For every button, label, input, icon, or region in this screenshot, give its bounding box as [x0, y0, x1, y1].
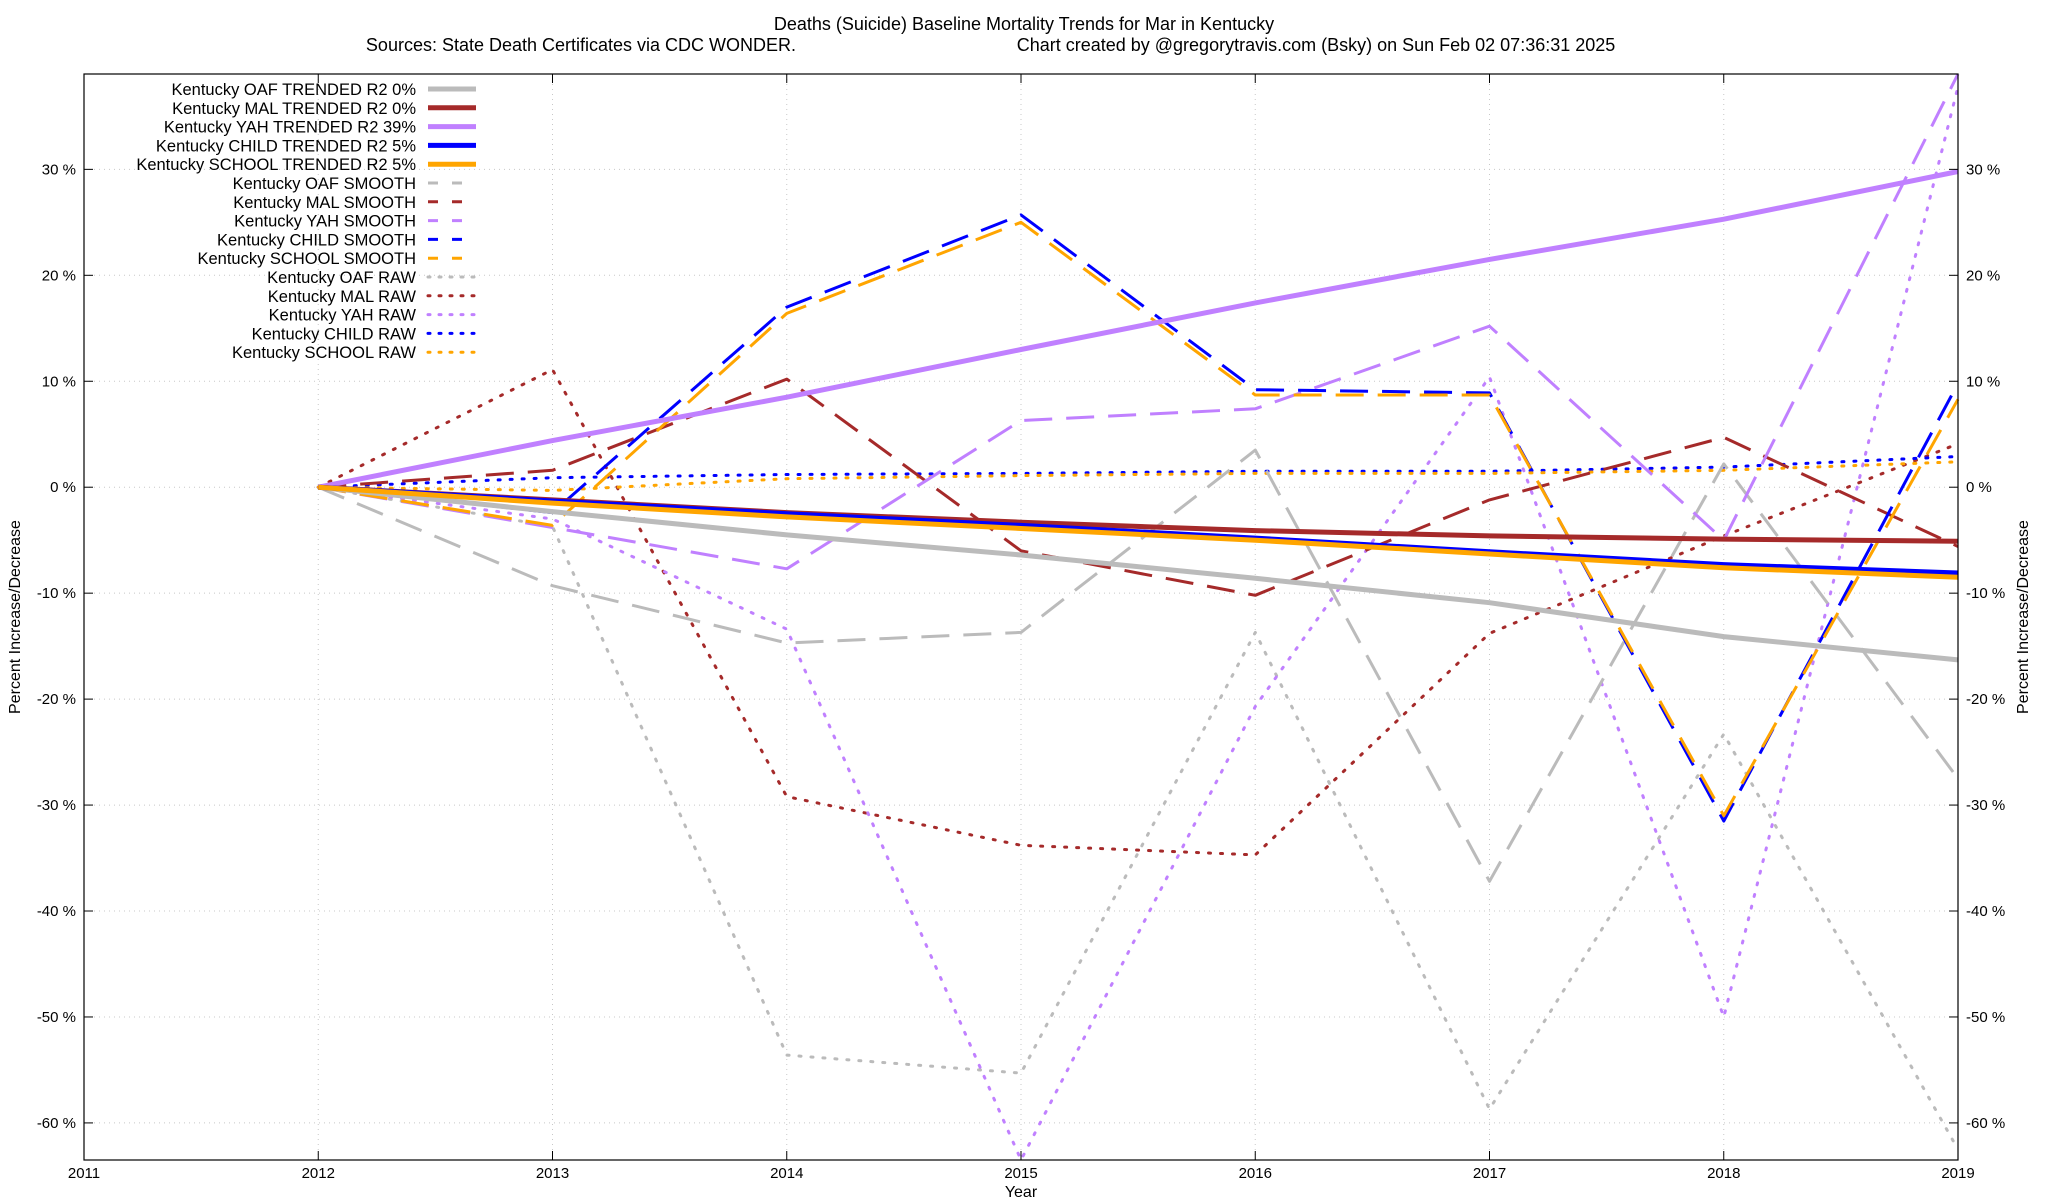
legend-label: Kentucky MAL TRENDED R2 0%: [172, 100, 416, 118]
legend-label: Kentucky SCHOOL TRENDED R2 5%: [136, 156, 416, 174]
legend-label: Kentucky YAH RAW: [269, 307, 417, 325]
legend: Kentucky OAF TRENDED R2 0%Kentucky MAL T…: [136, 81, 478, 362]
x-tick-label: 2018: [1707, 1165, 1740, 1182]
y-tick-label-left: -50 %: [37, 1009, 76, 1026]
x-tick-label: 2015: [1004, 1165, 1037, 1182]
series-line-12: [316, 85, 1960, 1162]
series-layer: [316, 73, 1960, 1162]
series-line-8: [318, 213, 1960, 823]
series-line-4: [318, 484, 1959, 580]
axis-ticks: 30 % 30 % 20 % 20 % 10 % 10 % 0 % 0 % -10 % -10 %…: [37, 74, 2005, 1182]
series-line-9: [318, 220, 1960, 818]
y-tick-label-right: 0 %: [1966, 479, 1992, 496]
legend-label: Kentucky MAL SMOOTH: [233, 194, 416, 212]
series-line-6: [318, 377, 1959, 597]
y-axis-label-left: Percent Increase/Decrease: [7, 520, 24, 714]
y-tick-label-right: -10 %: [1966, 585, 2005, 602]
series-line-7: [318, 73, 1960, 571]
legend-label: Kentucky YAH TRENDED R2 39%: [164, 119, 417, 137]
x-tick-label: 2011: [68, 1165, 100, 1182]
legend-label: Kentucky SCHOOL RAW: [232, 344, 416, 362]
y-tick-label-left: -10 %: [37, 585, 76, 602]
legend-label: Kentucky YAH SMOOTH: [234, 213, 416, 231]
y-tick-label-left: 30 %: [42, 161, 76, 178]
y-tick-label-right: 20 %: [1966, 267, 2000, 284]
y-tick-label-left: 20 %: [42, 267, 76, 284]
y-tick-label-left: -40 %: [37, 903, 76, 920]
x-tick-label: 2014: [770, 1165, 803, 1182]
legend-label: Kentucky OAF TRENDED R2 0%: [171, 81, 416, 99]
series-line-11: [316, 368, 1960, 857]
y-tick-label-right: -20 %: [1966, 691, 2005, 708]
series-line-14: [316, 460, 1960, 492]
y-tick-label-left: 0 %: [50, 479, 76, 496]
x-tick-label: 2016: [1239, 1165, 1272, 1182]
y-tick-label-right: -60 %: [1966, 1115, 2005, 1132]
legend-label: Kentucky CHILD RAW: [252, 325, 417, 343]
x-tick-label: 2017: [1473, 1165, 1506, 1182]
legend-label: Kentucky MAL RAW: [268, 288, 417, 306]
y-tick-label-right: -30 %: [1966, 797, 2005, 814]
series-line-5: [317, 448, 1960, 883]
y-tick-label-right: -50 %: [1966, 1009, 2005, 1026]
x-tick-label: 2019: [1941, 1165, 1974, 1182]
legend-label: Kentucky OAF SMOOTH: [233, 175, 416, 193]
series-line-10: [316, 485, 1960, 1151]
legend-label: Kentucky SCHOOL SMOOTH: [197, 250, 416, 268]
y-tick-label-left: -30 %: [37, 797, 76, 814]
legend-label: Kentucky CHILD TRENDED R2 5%: [156, 137, 416, 155]
y-tick-label-left: -20 %: [37, 691, 76, 708]
y-tick-label-left: 10 %: [42, 373, 76, 390]
x-tick-label: 2012: [302, 1165, 335, 1182]
x-tick-label: 2013: [536, 1165, 569, 1182]
series-line-0: [318, 484, 1959, 663]
chart-subtitle-left: Sources: State Death Certificates via CD…: [366, 35, 796, 55]
chart-subtitle-right: Chart created by @gregorytravis.com (Bsk…: [1017, 35, 1616, 55]
y-axis-label-right: Percent Increase/Decrease: [2015, 520, 2032, 714]
x-axis-label: Year: [1005, 1184, 1038, 1200]
y-tick-label-right: -40 %: [1966, 903, 2005, 920]
series-line-13: [316, 455, 1960, 489]
legend-label: Kentucky CHILD SMOOTH: [217, 231, 416, 249]
y-tick-label-left: -60 %: [37, 1115, 76, 1132]
legend-label: Kentucky OAF RAW: [267, 269, 416, 287]
chart-title: Deaths (Suicide) Baseline Mortality Tren…: [774, 14, 1274, 34]
y-tick-label-right: 10 %: [1966, 373, 2000, 390]
series-line-2: [317, 169, 1959, 490]
y-tick-label-right: 30 %: [1966, 161, 2000, 178]
